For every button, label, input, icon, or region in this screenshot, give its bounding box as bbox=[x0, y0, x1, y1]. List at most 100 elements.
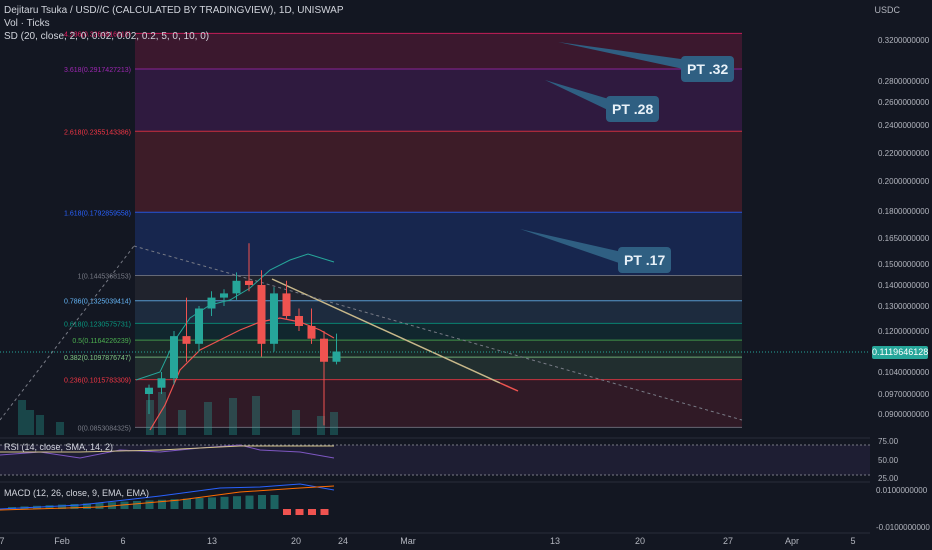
volume-bar bbox=[36, 415, 44, 435]
candle-body bbox=[320, 338, 328, 362]
fib-zone bbox=[135, 340, 742, 358]
candle-body bbox=[307, 326, 316, 339]
callout-pt-32[interactable]: PT .32 bbox=[681, 56, 735, 82]
volume-bar bbox=[204, 402, 212, 435]
rsi-line bbox=[0, 444, 335, 459]
price-tick-label: 0.2200000000 bbox=[878, 149, 930, 158]
callout-pt-28[interactable]: PT .28 bbox=[606, 96, 660, 122]
volume-bars bbox=[18, 392, 338, 435]
price-tick-label: 0.1300000000 bbox=[878, 302, 930, 311]
volume-bar bbox=[18, 400, 26, 435]
fib-level-label: 0(0.0853084325) bbox=[78, 425, 131, 432]
price-axis-bg bbox=[870, 0, 932, 550]
price-tick-label: 0.2600000000 bbox=[878, 98, 930, 107]
rsi-legend[interactable]: RSI (14, close, SMA, 14, 2) bbox=[4, 442, 114, 452]
price-tick-label: 0.1500000000 bbox=[878, 260, 930, 269]
time-tick-label: 13 bbox=[207, 536, 217, 546]
macd-pane: 0.0100000000 -0.0100000000 bbox=[0, 481, 930, 532]
price-tick-label: 0.2800000000 bbox=[878, 77, 930, 86]
fib-zone bbox=[135, 323, 742, 341]
candle-body bbox=[157, 378, 166, 388]
candle-body bbox=[232, 280, 241, 294]
volume-bar bbox=[158, 392, 166, 435]
volume-bar bbox=[26, 410, 34, 435]
candle-body bbox=[295, 316, 303, 326]
rsi-tick-label: 75.00 bbox=[878, 437, 899, 446]
time-tick-label: Feb bbox=[54, 536, 70, 546]
fib-level-label: 0.786(0.1325039414) bbox=[64, 299, 131, 306]
macd-histogram-bar bbox=[283, 509, 291, 515]
macd-histogram-bar bbox=[245, 495, 254, 509]
price-tick-label: 0.0900000000 bbox=[878, 410, 930, 419]
price-tick-label: 0.0970000000 bbox=[878, 390, 930, 399]
trendline-extension bbox=[499, 382, 519, 392]
macd-histogram-bar bbox=[183, 498, 191, 509]
volume-bar bbox=[146, 400, 154, 435]
fib-level-label: 4.236(0.3264916618) bbox=[64, 31, 131, 38]
candle-body bbox=[207, 297, 216, 309]
time-tick-label: 5 bbox=[850, 536, 855, 546]
price-tick-label: 0.1200000000 bbox=[878, 327, 930, 336]
volume-bar bbox=[292, 410, 300, 435]
currency-label: USDC bbox=[874, 5, 900, 15]
candlesticks[interactable] bbox=[145, 243, 341, 426]
time-tick-label: 27 bbox=[723, 536, 733, 546]
time-tick-label: Apr bbox=[785, 536, 799, 546]
macd-tick-label: 0.0100000000 bbox=[876, 486, 928, 495]
macd-histogram-bar bbox=[158, 499, 166, 509]
time-tick-label: 20 bbox=[635, 536, 645, 546]
macd-histogram-bar bbox=[295, 509, 304, 515]
trendline bbox=[271, 278, 501, 384]
macd-histogram-bar bbox=[83, 503, 91, 509]
fib-level-label: 2.618(0.2355143386) bbox=[64, 129, 131, 136]
macd-histogram-bar bbox=[133, 501, 141, 509]
callout-pointer bbox=[558, 42, 688, 70]
price-axis[interactable]: 0.3200000000 0.2800000000 0.2600000000 0.24… bbox=[870, 0, 932, 550]
fib-zone bbox=[135, 131, 742, 213]
price-tick-label: 0.1400000000 bbox=[878, 281, 930, 290]
fib-level-label: 0.618(0.1230575731) bbox=[64, 321, 131, 328]
fib-zones bbox=[135, 32, 742, 428]
symbol-line[interactable]: Dejitaru Tsuka / USD//C (CALCULATED BY T… bbox=[4, 5, 344, 16]
macd-histogram-bar bbox=[320, 509, 329, 515]
vol-legend[interactable]: Vol · Ticks bbox=[4, 18, 50, 29]
sd-legend[interactable]: SD (20, close, 2, 0, 0.02, 0.02, 0.2, 5,… bbox=[4, 31, 210, 42]
macd-histogram-bar bbox=[220, 496, 229, 509]
fib-zone bbox=[135, 357, 742, 380]
fib-labels: 0(0.0853084325) 0.236(0.1015783309) 0.382(… bbox=[64, 31, 131, 432]
candle-body bbox=[282, 293, 291, 316]
macd-tick-label: -0.0100000000 bbox=[876, 523, 930, 532]
macd-legend[interactable]: MACD (12, 26, close, 9, EMA, EMA) bbox=[4, 488, 150, 498]
overlay-lines bbox=[0, 42, 870, 431]
callout-pointer bbox=[545, 80, 612, 112]
candle-body bbox=[257, 285, 266, 344]
fib-level-label: 0.236(0.1015783309) bbox=[64, 378, 131, 385]
fib-level-label: 1(0.1445368153) bbox=[78, 273, 131, 280]
rsi-tick-label: 25.00 bbox=[878, 474, 899, 483]
time-tick-label: 7 bbox=[0, 536, 5, 546]
macd-histogram-bar bbox=[233, 496, 241, 509]
candle-body bbox=[332, 351, 341, 362]
price-tick-label: 0.1650000000 bbox=[878, 234, 930, 243]
callout-pt-17[interactable]: PT .17 bbox=[618, 247, 672, 273]
price-tick-label: 0.1800000000 bbox=[878, 207, 930, 216]
macd-histogram-bar bbox=[145, 500, 154, 509]
price-tick-label: 0.2400000000 bbox=[878, 121, 930, 130]
rsi-band bbox=[0, 445, 870, 475]
time-tick-label: 20 bbox=[291, 536, 301, 546]
volume-bar bbox=[317, 416, 325, 435]
last-price-label: 0.1119646128 bbox=[872, 346, 929, 359]
time-tick-label: Mar bbox=[400, 536, 416, 546]
volume-bar bbox=[178, 410, 186, 435]
fib-level-label: 1.618(0.1792859558) bbox=[64, 210, 131, 217]
chart-legend: Dejitaru Tsuka / USD//C (CALCULATED BY T… bbox=[4, 4, 344, 43]
candle-body bbox=[220, 293, 228, 298]
time-tick-label: 13 bbox=[550, 536, 560, 546]
time-axis[interactable]: 7 Feb 6 13 20 24 Mar 13 20 27 Apr 5 bbox=[0, 532, 870, 546]
candle-body bbox=[170, 336, 178, 379]
fib-level-label: 3.618(0.2917427213) bbox=[64, 67, 131, 74]
candle-body bbox=[270, 293, 278, 344]
macd-histogram-bar bbox=[95, 502, 104, 509]
macd-histogram-bar bbox=[208, 497, 216, 509]
